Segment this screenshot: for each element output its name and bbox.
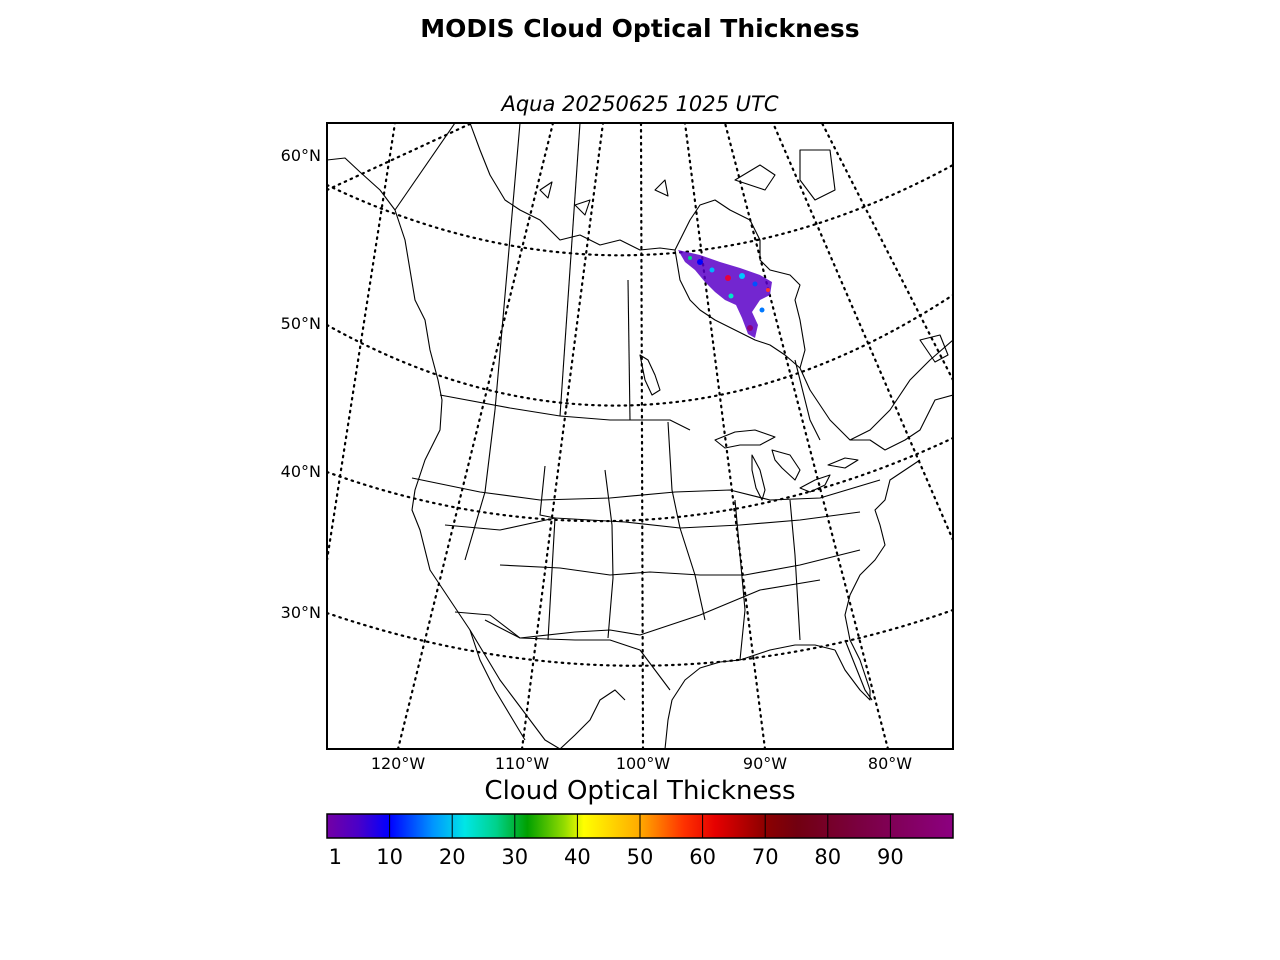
state-col-4 [667,421,706,621]
map-frame [326,122,954,750]
arctic-islands [539,149,836,216]
lon-line-130 [327,123,397,562]
lake-erie [799,474,831,493]
lat-label-60: 60°N [281,146,321,165]
state-row-4 [454,579,821,639]
lon-label-80w: 80°W [868,754,912,773]
florida [844,639,873,701]
cloud-point [759,307,765,313]
mexico-coast [559,689,626,749]
colorbar-tick-label: 80 [814,845,841,869]
lon-line-70 [771,123,953,542]
colorbar-tick-label: 20 [439,845,466,869]
cloud-point [688,256,692,260]
colorbar-ticks: 1 10 20 30 40 50 60 70 80 90 [329,814,904,869]
prov-border-ab-sk [494,123,521,411]
lon-line-125 [327,123,474,192]
lat-label-50: 50°N [281,314,321,333]
lake-michigan [751,454,766,501]
map-area [327,123,953,749]
graticule [327,123,953,749]
colorbar-tick-label: 10 [376,845,403,869]
lat-line-40 [327,436,953,523]
state-row-2 [444,511,861,531]
colorbar-tick-label: 50 [627,845,654,869]
lon-line-110 [520,123,605,749]
state-col-2 [539,465,556,641]
cloud-patch-main [678,250,772,338]
cloud-point [747,325,753,331]
coastlines-borders [327,123,953,749]
state-col-5 [734,499,746,661]
atlantic-coast [834,459,921,701]
lat-line-30 [327,608,953,667]
lon-label-120w: 120°W [371,754,426,773]
lat-label-40: 40°N [281,462,321,481]
figure-subtitle: Aqua 20250625 1025 UTC [501,92,779,116]
hudson-bay [674,199,806,369]
state-row-3 [499,549,861,576]
lake-huron [771,449,801,481]
lon-line-100 [639,123,645,749]
gulf-coast [664,644,836,749]
colorbar-tick-label: 30 [501,845,528,869]
prov-border-bc-ab [394,123,456,211]
cloud-point [766,288,770,292]
lat-line-50 [327,293,953,407]
lake-winnipeg [639,354,661,396]
pacific-coast [327,157,561,749]
state-col-1 [464,409,496,561]
cloud-point [725,275,731,281]
map-content [327,123,953,749]
lon-label-90w: 90°W [743,754,787,773]
cloud-point [709,267,715,273]
quebec-labrador-coast [799,339,953,441]
cloud-point [752,281,758,287]
lon-label-100w: 100°W [616,754,671,773]
state-col-3 [604,469,614,639]
cloud-point [728,293,734,299]
lat-label-30: 30°N [281,603,321,622]
colorbar-tick-label: 60 [689,845,716,869]
colorbar-tick-label: 90 [877,845,904,869]
colorbar-tick-label: 1 [329,845,342,869]
cloud-point [739,273,745,279]
figure-title: MODIS Cloud Optical Thickness [420,14,860,43]
prov-border-mb-on [627,279,631,421]
gulf-st-lawrence [850,394,953,451]
state-col-6 [789,499,801,641]
us-canada-border [439,394,691,431]
mexico-border [484,619,671,691]
lake-ontario [827,457,859,469]
baja-california [469,629,526,741]
cloud-point [697,259,703,265]
prov-border-on-qc [794,359,821,441]
state-row-1 [411,477,881,501]
cloud-data-patch [678,250,772,338]
lon-line-90 [683,123,767,749]
lon-label-110w: 110°W [495,754,550,773]
colorbar-label: Cloud Optical Thickness [484,776,795,806]
lake-superior [714,429,776,449]
prov-border-sk-mb [559,123,581,417]
colorbar-tick-label: 70 [752,845,779,869]
colorbar-tick-label: 40 [564,845,591,869]
arctic-coast [469,123,676,251]
lon-line-80 [723,123,890,749]
newfoundland [919,334,949,363]
